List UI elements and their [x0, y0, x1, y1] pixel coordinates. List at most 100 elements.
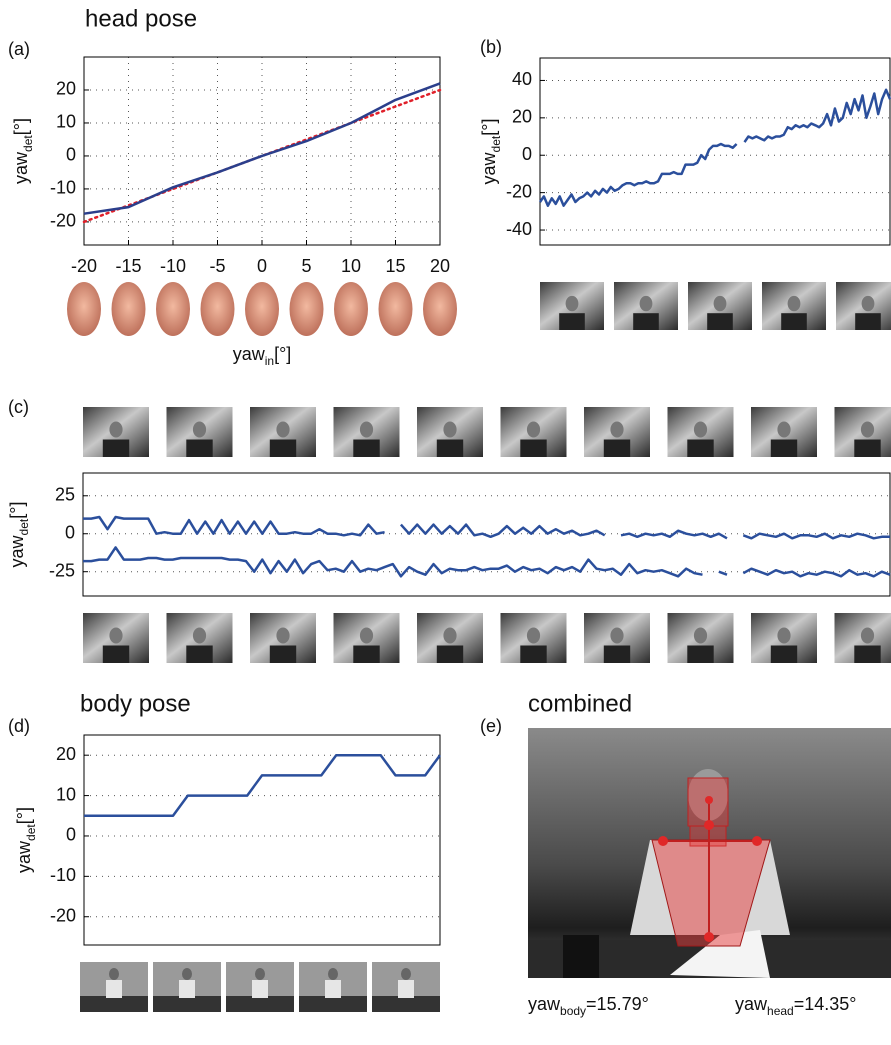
- annotation: yawhead=14.35°: [735, 994, 856, 1018]
- y-tick-label: 10: [56, 784, 76, 804]
- panel-label: (c): [8, 397, 29, 417]
- thumbnail-person: [443, 628, 456, 644]
- thumbnail-person: [252, 980, 268, 998]
- label-sub: det: [21, 135, 35, 152]
- y-tick-label: -20: [506, 181, 532, 201]
- thumbnail-person: [360, 422, 373, 438]
- axis-label: yawin[°]: [233, 344, 292, 368]
- thumbnail-person: [103, 646, 129, 664]
- label-text: yaw: [479, 151, 499, 184]
- thumbnail-person: [777, 628, 790, 644]
- thumbnail-person: [437, 646, 463, 664]
- axis-label: yawdet[°]: [11, 118, 35, 184]
- axis-label: yawdet[°]: [7, 502, 31, 568]
- x-tick-label: 10: [341, 256, 361, 276]
- y-tick-label: 40: [512, 69, 532, 89]
- x-tick-label: 15: [385, 256, 405, 276]
- thumbnail-person: [610, 422, 623, 438]
- y-tick-label: -40: [506, 219, 532, 239]
- thumbnail-person: [193, 628, 206, 644]
- thumbnail-table: [80, 996, 148, 1012]
- thumbnail-person: [276, 628, 289, 644]
- chart-title: head pose: [85, 5, 197, 32]
- joint: [658, 836, 668, 846]
- annotation-sub: head: [767, 1004, 794, 1018]
- thumbnail-person: [182, 968, 192, 980]
- thumbnail-person: [109, 968, 119, 980]
- y-tick-label: -20: [50, 905, 76, 925]
- thumbnail-person: [610, 628, 623, 644]
- face-thumbnail: [334, 282, 368, 336]
- face-thumbnail: [67, 282, 101, 336]
- face-thumbnail: [290, 282, 324, 336]
- annotation-rest: =15.79°: [586, 994, 649, 1014]
- thumbnail-person: [527, 628, 540, 644]
- thumbnail-person: [855, 313, 881, 330]
- x-tick-label: 0: [257, 256, 267, 276]
- thumbnail-person: [106, 980, 122, 998]
- combined-photo: [528, 728, 891, 978]
- thumbnail-person: [520, 646, 546, 664]
- label-text: yaw: [11, 151, 31, 184]
- y-tick-label: 20: [512, 107, 532, 127]
- thumbnail-person: [353, 646, 379, 664]
- y-tick-label: -20: [50, 211, 76, 231]
- thumbnail-person: [559, 313, 585, 330]
- joint: [705, 796, 713, 804]
- thumbnail-person: [520, 440, 546, 458]
- y-tick-label: 0: [522, 144, 532, 164]
- series-line: [84, 83, 440, 213]
- thumbnail-person: [854, 646, 880, 664]
- thumbnail-table: [226, 996, 294, 1012]
- label-text: yaw: [7, 534, 27, 567]
- y-tick-label: -10: [50, 178, 76, 198]
- thumbnail-person: [179, 980, 195, 998]
- label-sub: in: [265, 354, 274, 368]
- thumbnail-person: [398, 980, 414, 998]
- thumbnail-person: [771, 440, 797, 458]
- thumbnail-person: [707, 313, 733, 330]
- panel-label: (d): [8, 716, 30, 736]
- thumbnail-person: [186, 440, 212, 458]
- x-tick-label: -10: [160, 256, 186, 276]
- thumbnail-person: [604, 440, 630, 458]
- thumbnail-person: [714, 296, 727, 311]
- face-thumbnail: [112, 282, 146, 336]
- thumbnail-person: [777, 422, 790, 438]
- thumbnail-person: [353, 440, 379, 458]
- y-tick-label: 0: [65, 522, 75, 542]
- thumbnail-person: [109, 628, 122, 644]
- thumbnail-table: [299, 996, 367, 1012]
- thumbnail-person: [527, 422, 540, 438]
- label-sub: det: [17, 518, 31, 535]
- label-text: yaw: [14, 840, 34, 873]
- thumbnail-table: [372, 996, 440, 1012]
- y-tick-label: -25: [49, 560, 75, 580]
- series-line: [83, 517, 890, 538]
- thumbnail-person: [103, 440, 129, 458]
- label-sub: det: [24, 824, 38, 841]
- label-sub: det: [489, 135, 503, 152]
- label-unit: [°]: [479, 119, 499, 136]
- thumbnail-person: [854, 440, 880, 458]
- label-text: yaw: [233, 344, 266, 364]
- y-tick-label: 10: [56, 112, 76, 132]
- thumbnail-person: [640, 296, 653, 311]
- plot-frame: [84, 735, 440, 945]
- thumbnail-person: [443, 422, 456, 438]
- thumbnail-person: [186, 646, 212, 664]
- face-thumbnail: [201, 282, 235, 336]
- face-thumbnail: [245, 282, 279, 336]
- thumbnail-person: [193, 422, 206, 438]
- x-tick-label: -20: [71, 256, 97, 276]
- series-line: [84, 755, 440, 816]
- annotation: yawbody=15.79°: [528, 994, 649, 1018]
- thumbnail-person: [604, 646, 630, 664]
- thumbnail-person: [694, 628, 707, 644]
- y-tick-label: 0: [66, 145, 76, 165]
- chart-title: body pose: [80, 690, 191, 717]
- plot-frame: [84, 57, 440, 245]
- thumbnail-person: [270, 646, 296, 664]
- face-thumbnail: [379, 282, 413, 336]
- x-tick-label: -5: [209, 256, 225, 276]
